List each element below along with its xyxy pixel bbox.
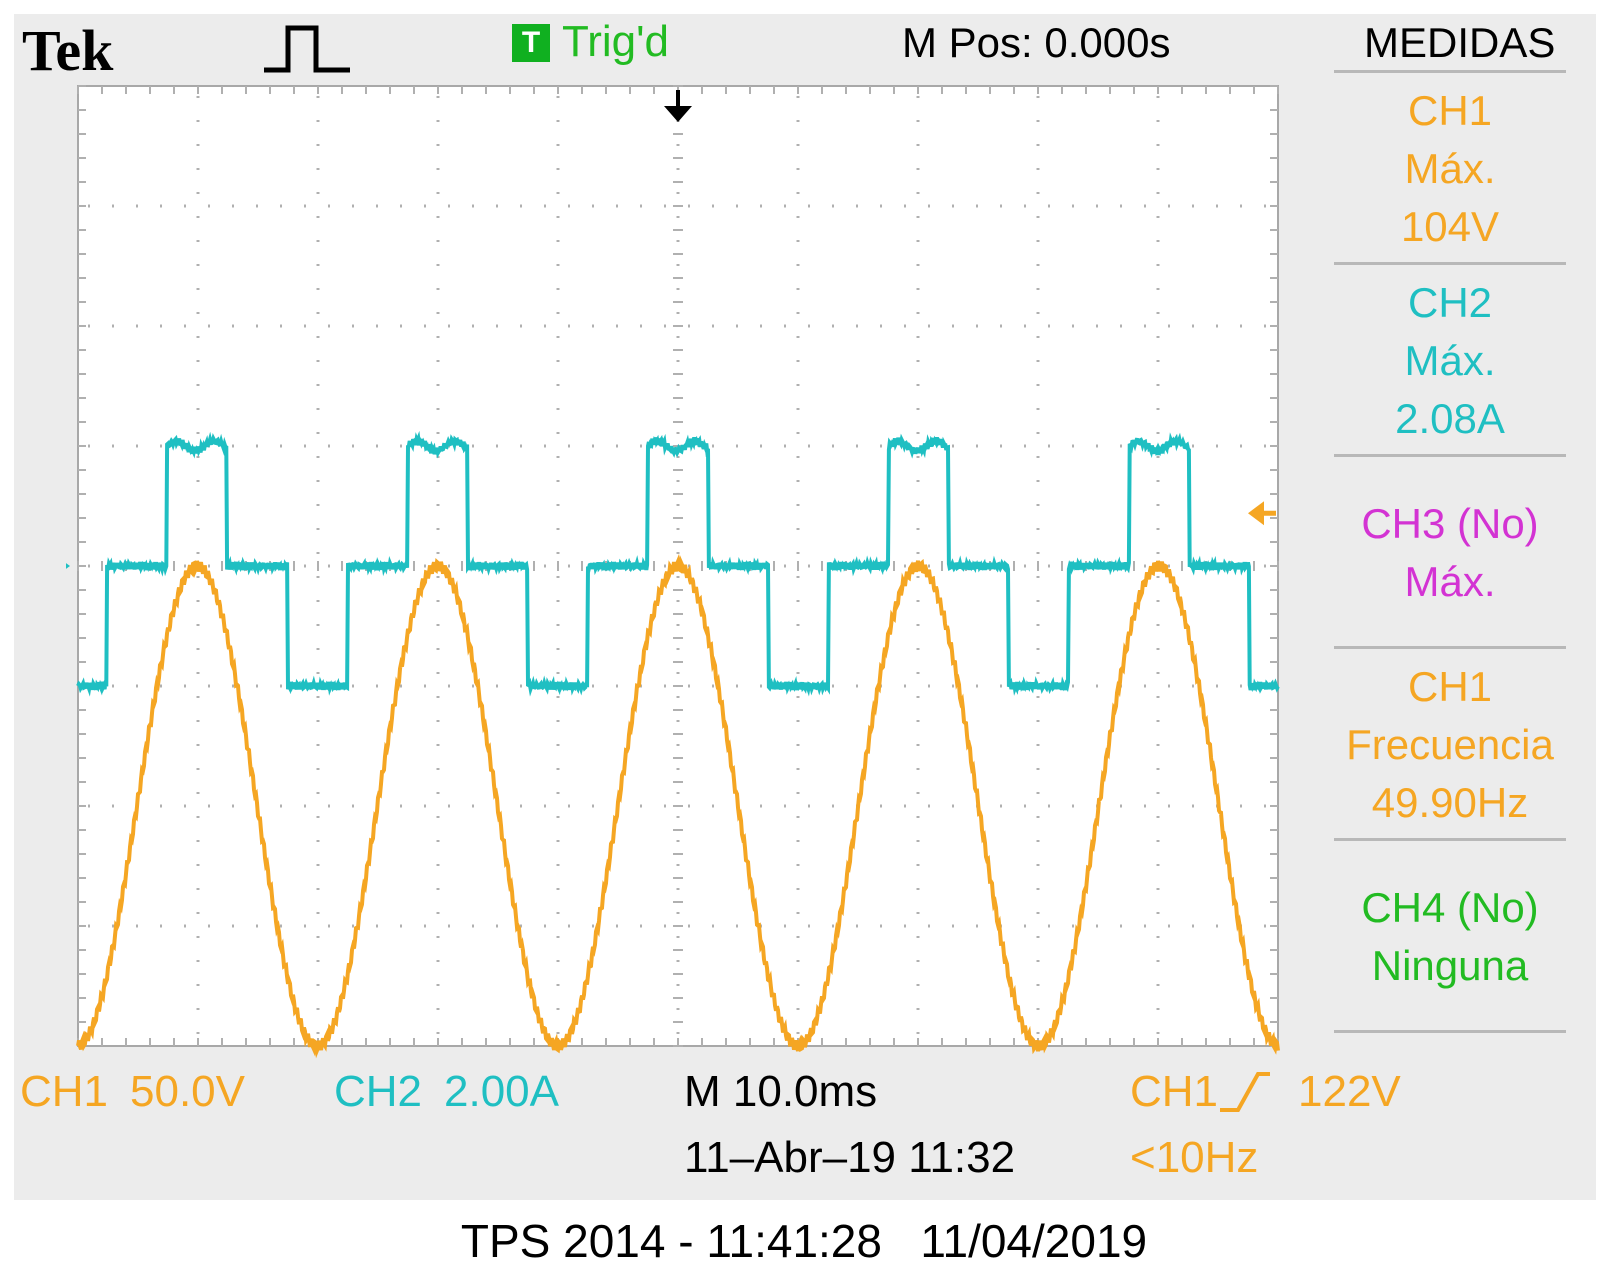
measurement-block: CH3 (No) Máx. bbox=[1334, 460, 1566, 646]
measurement-separator bbox=[1334, 646, 1566, 649]
measurement-separator bbox=[1334, 262, 1566, 265]
measurement-separator bbox=[1334, 70, 1566, 73]
measurement-line: CH1 bbox=[1407, 87, 1493, 134]
measurement-block: CH1 Frecuencia 49.90Hz bbox=[1334, 652, 1566, 838]
ch2-ground-marker bbox=[66, 563, 70, 569]
measurement-separator bbox=[1334, 454, 1566, 457]
brand-logo: Tek bbox=[22, 18, 114, 83]
ch1-waveform bbox=[76, 553, 1280, 1059]
ch1-label: CH1 bbox=[20, 1067, 109, 1116]
ch2-scale: 2.00A bbox=[444, 1067, 559, 1116]
measurement-line: 49.90Hz bbox=[1371, 779, 1529, 826]
ch1-scale: 50.0V bbox=[130, 1067, 245, 1116]
horizontal-position: M Pos: 0.000s bbox=[902, 19, 1171, 66]
waveform-display: 2 bbox=[66, 85, 1280, 1059]
measurement-line: Máx. bbox=[1404, 558, 1496, 605]
trigger-position-marker bbox=[664, 106, 692, 122]
measurement-line: CH2 bbox=[1407, 279, 1493, 326]
trigger-source: CH1 bbox=[1130, 1067, 1219, 1116]
trigger-level-marker bbox=[1248, 501, 1264, 526]
measurement-line: Ninguna bbox=[1371, 942, 1529, 989]
measurement-separator bbox=[1334, 838, 1566, 841]
measurement-block: CH4 (No) Ninguna bbox=[1334, 844, 1566, 1030]
rising-edge-icon bbox=[1220, 1072, 1270, 1112]
measurement-line: CH4 (No) bbox=[1361, 884, 1539, 931]
scope-datetime: 11–Abr–19 11:32 bbox=[684, 1133, 1016, 1182]
measurement-line: 104V bbox=[1400, 203, 1500, 250]
measurement-line: CH3 (No) bbox=[1361, 500, 1539, 547]
measurement-line: CH1 bbox=[1407, 663, 1493, 710]
footer-caption: TPS 2014 - 11:41:28 11/04/2019 bbox=[460, 1215, 1148, 1267]
measurement-block: CH1 Máx. 104V bbox=[1334, 76, 1566, 262]
pulse-run-icon bbox=[264, 25, 350, 73]
measurement-line: 2.08A bbox=[1395, 395, 1505, 442]
measurement-block: CH2 Máx. 2.08A bbox=[1334, 268, 1566, 454]
trigger-level: 122V bbox=[1298, 1067, 1401, 1116]
trigger-frequency: <10Hz bbox=[1130, 1133, 1259, 1182]
ch2-label: CH2 bbox=[334, 1067, 423, 1116]
trigger-badge: T bbox=[512, 24, 550, 62]
measurement-line: Frecuencia bbox=[1346, 721, 1554, 768]
timebase: M 10.0ms bbox=[684, 1067, 878, 1116]
measurement-line: Máx. bbox=[1404, 337, 1496, 384]
measurement-separator bbox=[1334, 1030, 1566, 1033]
measurement-line: Máx. bbox=[1404, 145, 1496, 192]
ch2-waveform bbox=[76, 430, 1280, 697]
trigger-status: Trig'd bbox=[562, 17, 670, 66]
oscilloscope-screen: Tek T Trig'd M Pos: 0.000s MEDIDAS 2 CH1… bbox=[14, 14, 1596, 1200]
measurements-title: MEDIDAS bbox=[1364, 19, 1556, 66]
